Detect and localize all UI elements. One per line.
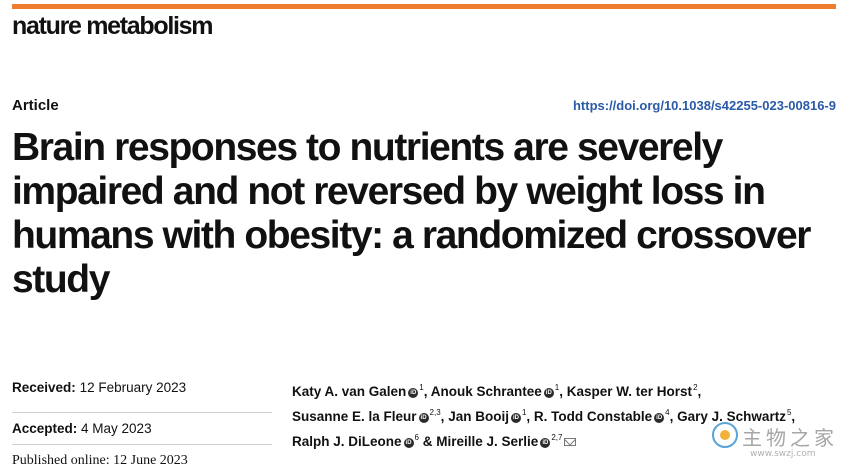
accepted-value: 4 May 2023	[81, 421, 152, 436]
author-entry: Anouk Schrantee 1	[430, 383, 560, 399]
orcid-icon[interactable]	[403, 438, 414, 448]
author-list: Katy A. van Galen 1, Anouk Schrantee 1, Ka…	[292, 377, 837, 452]
affiliation-superscript: 1	[554, 383, 560, 392]
email-icon[interactable]	[564, 438, 577, 446]
author-name[interactable]: Mireille J. Serlie	[436, 434, 539, 449]
author-separator: ,	[559, 384, 567, 399]
author-entry: Katy A. van Galen 1	[292, 383, 424, 399]
author-name[interactable]: Katy A. van Galen	[292, 384, 407, 399]
author-name[interactable]: Kasper W. ter Horst	[566, 384, 693, 399]
author-separator: ,	[697, 384, 702, 399]
author-entry: Susanne E. la Fleur 2,3	[292, 408, 441, 424]
published-value: 12 June 2023	[113, 453, 188, 468]
watermark-logo-icon	[712, 422, 738, 448]
accepted-date: Accepted: 4 May 2023	[12, 412, 272, 444]
author-name[interactable]: Gary J. Schwartz	[677, 409, 786, 424]
author-separator: ,	[791, 409, 796, 424]
received-label: Received:	[12, 380, 76, 395]
affiliation-superscript: 2,3	[429, 408, 441, 417]
article-title: Brain responses to nutrients are severel…	[12, 126, 811, 301]
orcid-icon[interactable]	[408, 388, 419, 398]
author-name[interactable]: Ralph J. DiLeone	[292, 434, 402, 449]
published-label: Published online:	[12, 453, 110, 468]
publication-dates: Received: 12 February 2023 Accepted: 4 M…	[12, 378, 272, 476]
author-entry: R. Todd Constable 4	[533, 408, 670, 424]
affiliation-superscript: 2,7	[551, 433, 563, 442]
author-entry: Gary J. Schwartz5	[677, 408, 792, 424]
journal-name[interactable]: nature metabolism	[12, 12, 213, 40]
author-separator: ,	[526, 409, 534, 424]
author-separator: &	[418, 434, 437, 449]
affiliation-superscript: 2	[693, 383, 698, 392]
author-separator: ,	[440, 409, 449, 424]
received-date: Received: 12 February 2023	[12, 378, 272, 412]
author-name[interactable]: Anouk Schrantee	[430, 384, 542, 399]
affiliation-superscript: 4	[665, 408, 670, 417]
affiliation-superscript: 1	[521, 408, 527, 417]
author-separator: ,	[423, 384, 431, 399]
published-date: Published online: 12 June 2023	[12, 444, 272, 476]
orcid-icon[interactable]	[510, 413, 521, 423]
author-entry: Kasper W. ter Horst2	[566, 383, 698, 399]
author-separator: ,	[669, 409, 678, 424]
affiliation-superscript: 1	[419, 383, 424, 392]
received-value: 12 February 2023	[79, 380, 187, 395]
affiliation-superscript: 5	[786, 408, 792, 417]
watermark-text: 主物之家	[742, 426, 838, 450]
author-entry: Ralph J. DiLeone 6	[292, 433, 419, 449]
orcid-icon[interactable]	[418, 413, 429, 423]
orcid-icon[interactable]	[654, 413, 665, 423]
watermark-url: www.swzj.com	[750, 449, 816, 459]
doi-link[interactable]: https://doi.org/10.1038/s42255-023-00816…	[572, 98, 836, 113]
author-name[interactable]: Jan Booij	[448, 409, 509, 424]
article-type-label: Article	[12, 97, 59, 114]
author-name[interactable]: R. Todd Constable	[533, 409, 653, 424]
author-name[interactable]: Susanne E. la Fleur	[292, 409, 417, 424]
accepted-label: Accepted:	[12, 421, 78, 436]
affiliation-superscript: 6	[414, 433, 419, 442]
orcid-icon[interactable]	[540, 438, 551, 448]
author-entry: Jan Booij 1	[448, 408, 527, 424]
journal-header-rule	[12, 4, 836, 9]
orcid-icon[interactable]	[543, 388, 554, 398]
site-watermark: 主物之家 www.swzj.com	[708, 416, 840, 462]
author-entry: Mireille J. Serlie 2,7	[436, 433, 577, 449]
